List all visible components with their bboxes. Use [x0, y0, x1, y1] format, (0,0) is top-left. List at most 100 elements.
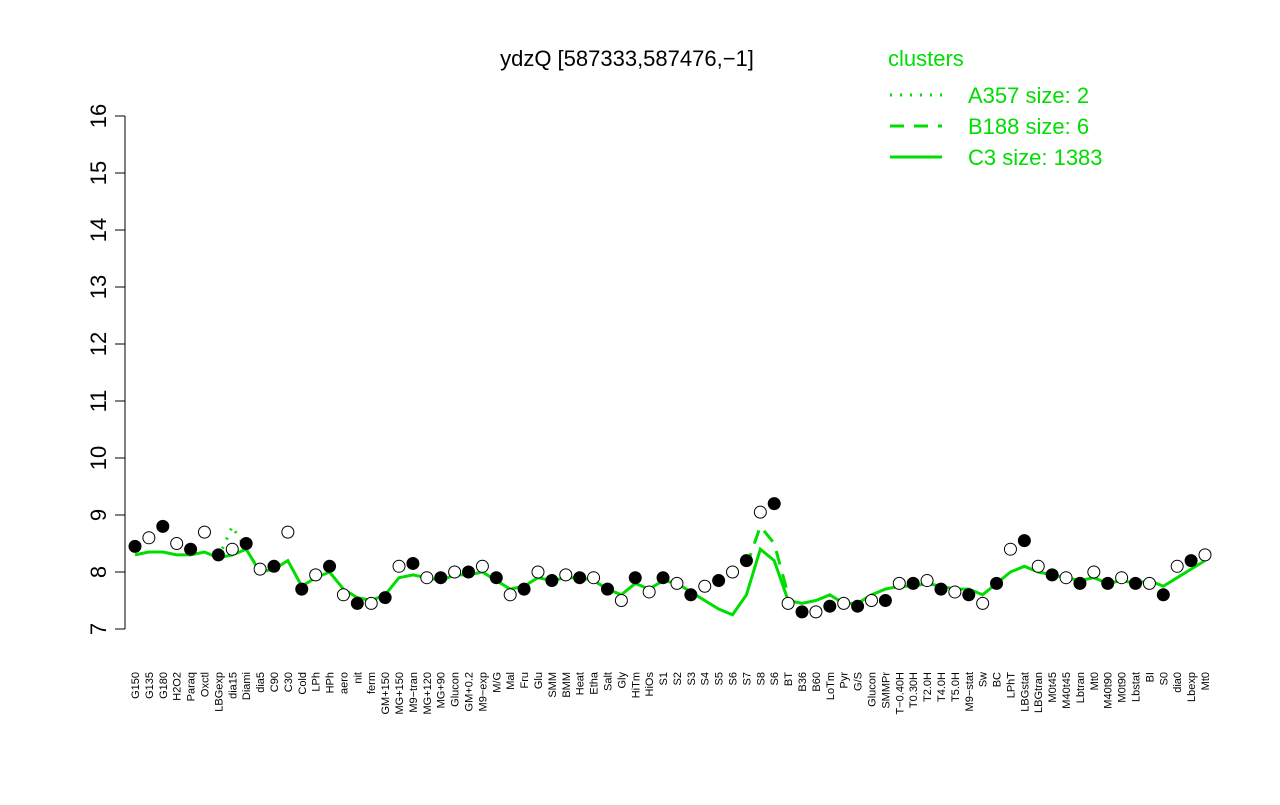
y-tick-label: 10 — [86, 446, 111, 470]
x-tick-label: dia0 — [1172, 672, 1184, 693]
point — [406, 556, 420, 570]
point — [906, 576, 920, 590]
x-tick-label: Oxctl — [199, 672, 211, 697]
x-tick-label: S0 — [1158, 672, 1170, 685]
point — [170, 537, 184, 550]
x-tick-label: Glu — [533, 672, 545, 689]
point — [1184, 554, 1198, 568]
x-tick-label: S1 — [658, 672, 670, 685]
y-tick-label: 15 — [86, 161, 111, 185]
point — [1073, 576, 1087, 590]
x-tick-label: Mt0 — [1089, 672, 1101, 690]
point — [420, 571, 434, 585]
x-tick-label: T2.0H — [922, 672, 934, 702]
x-tick-label: LBGexp — [213, 672, 225, 712]
point — [642, 585, 656, 599]
x-tick-label: B60 — [811, 672, 823, 692]
point — [559, 568, 573, 582]
point — [350, 596, 364, 610]
point — [670, 576, 684, 590]
x-tick-label: B36 — [797, 672, 809, 692]
point — [239, 537, 253, 550]
x-tick-label: S6 — [769, 672, 781, 685]
point — [253, 562, 267, 576]
legend-title: clusters — [888, 46, 964, 71]
y-tick-label: 12 — [86, 332, 111, 356]
y-tick-label: 11 — [86, 390, 111, 413]
point — [781, 596, 795, 610]
x-tick-label: G180 — [158, 672, 170, 699]
y-tick-label: 13 — [86, 275, 111, 299]
point — [739, 554, 753, 568]
x-tick-label: Lbstat — [1131, 672, 1143, 702]
point — [309, 568, 323, 582]
x-tick-label: nit — [352, 672, 364, 684]
point — [864, 594, 878, 607]
point — [656, 571, 670, 585]
cluster-line — [217, 523, 248, 559]
point — [545, 574, 559, 588]
x-tick-label: S5 — [714, 672, 726, 685]
x-tick-label: M9−tran — [408, 672, 420, 713]
point — [892, 576, 906, 590]
x-tick-label: Sw — [978, 672, 990, 687]
y-tick-label: 9 — [86, 509, 111, 521]
point — [1045, 568, 1059, 582]
x-tick-label: Mal — [505, 672, 517, 690]
point — [948, 585, 962, 599]
point — [1059, 571, 1073, 585]
x-tick-label: M9−stat — [964, 672, 976, 711]
point — [295, 582, 309, 596]
x-tick-label: G/S — [853, 672, 865, 691]
x-tick-label: H2O2 — [172, 672, 184, 701]
x-tick-label: BI — [1144, 672, 1156, 682]
chart-title: ydzQ [587333,587476,−1] — [500, 46, 754, 71]
x-tick-label: LPhT — [1005, 672, 1017, 699]
point — [1129, 576, 1143, 590]
point — [462, 565, 476, 579]
point — [1170, 559, 1184, 573]
y-tick-label: 16 — [86, 104, 111, 128]
point — [364, 596, 378, 610]
cluster-line — [745, 523, 790, 596]
x-tick-label: LBGstat — [1019, 672, 1031, 712]
point — [851, 599, 865, 613]
point — [184, 542, 198, 556]
point — [600, 582, 614, 596]
point — [336, 588, 350, 602]
x-tick-label: C90 — [269, 672, 281, 692]
point — [920, 574, 934, 588]
x-tick-label: BT — [783, 672, 795, 686]
x-tick-label: MG+90 — [436, 672, 448, 708]
x-tick-label: LoTm — [825, 672, 837, 700]
point — [823, 599, 837, 613]
point — [448, 565, 462, 579]
x-tick-label: Etha — [589, 671, 601, 695]
x-tick-label: BMM — [561, 672, 573, 698]
x-tick-label: T−0.40H — [894, 672, 906, 715]
point — [1087, 565, 1101, 579]
x-tick-label: M/G — [491, 672, 503, 693]
point — [503, 588, 517, 602]
y-tick-label: 7 — [86, 623, 111, 635]
x-tick-label: GM+0.2 — [464, 672, 476, 711]
point — [767, 497, 781, 511]
x-tick-label: Salt — [602, 672, 614, 691]
x-tick-label: C30 — [283, 672, 295, 692]
x-tick-label: T5.0H — [950, 672, 962, 702]
point — [1142, 576, 1156, 590]
x-tick-label: BC — [992, 672, 1004, 687]
point — [142, 531, 156, 545]
point — [726, 565, 740, 579]
point — [878, 594, 892, 607]
point — [976, 596, 990, 610]
point — [628, 571, 642, 585]
x-tick-label: M40t90 — [1103, 672, 1115, 709]
point — [211, 548, 225, 562]
point — [128, 539, 142, 553]
x-tick-label: Lbexp — [1186, 672, 1198, 702]
x-tick-label: Glucon — [450, 672, 462, 707]
x-tick-label: M0t45 — [1047, 672, 1059, 703]
x-tick-label: Mt0 — [1200, 672, 1212, 690]
point — [489, 571, 503, 585]
